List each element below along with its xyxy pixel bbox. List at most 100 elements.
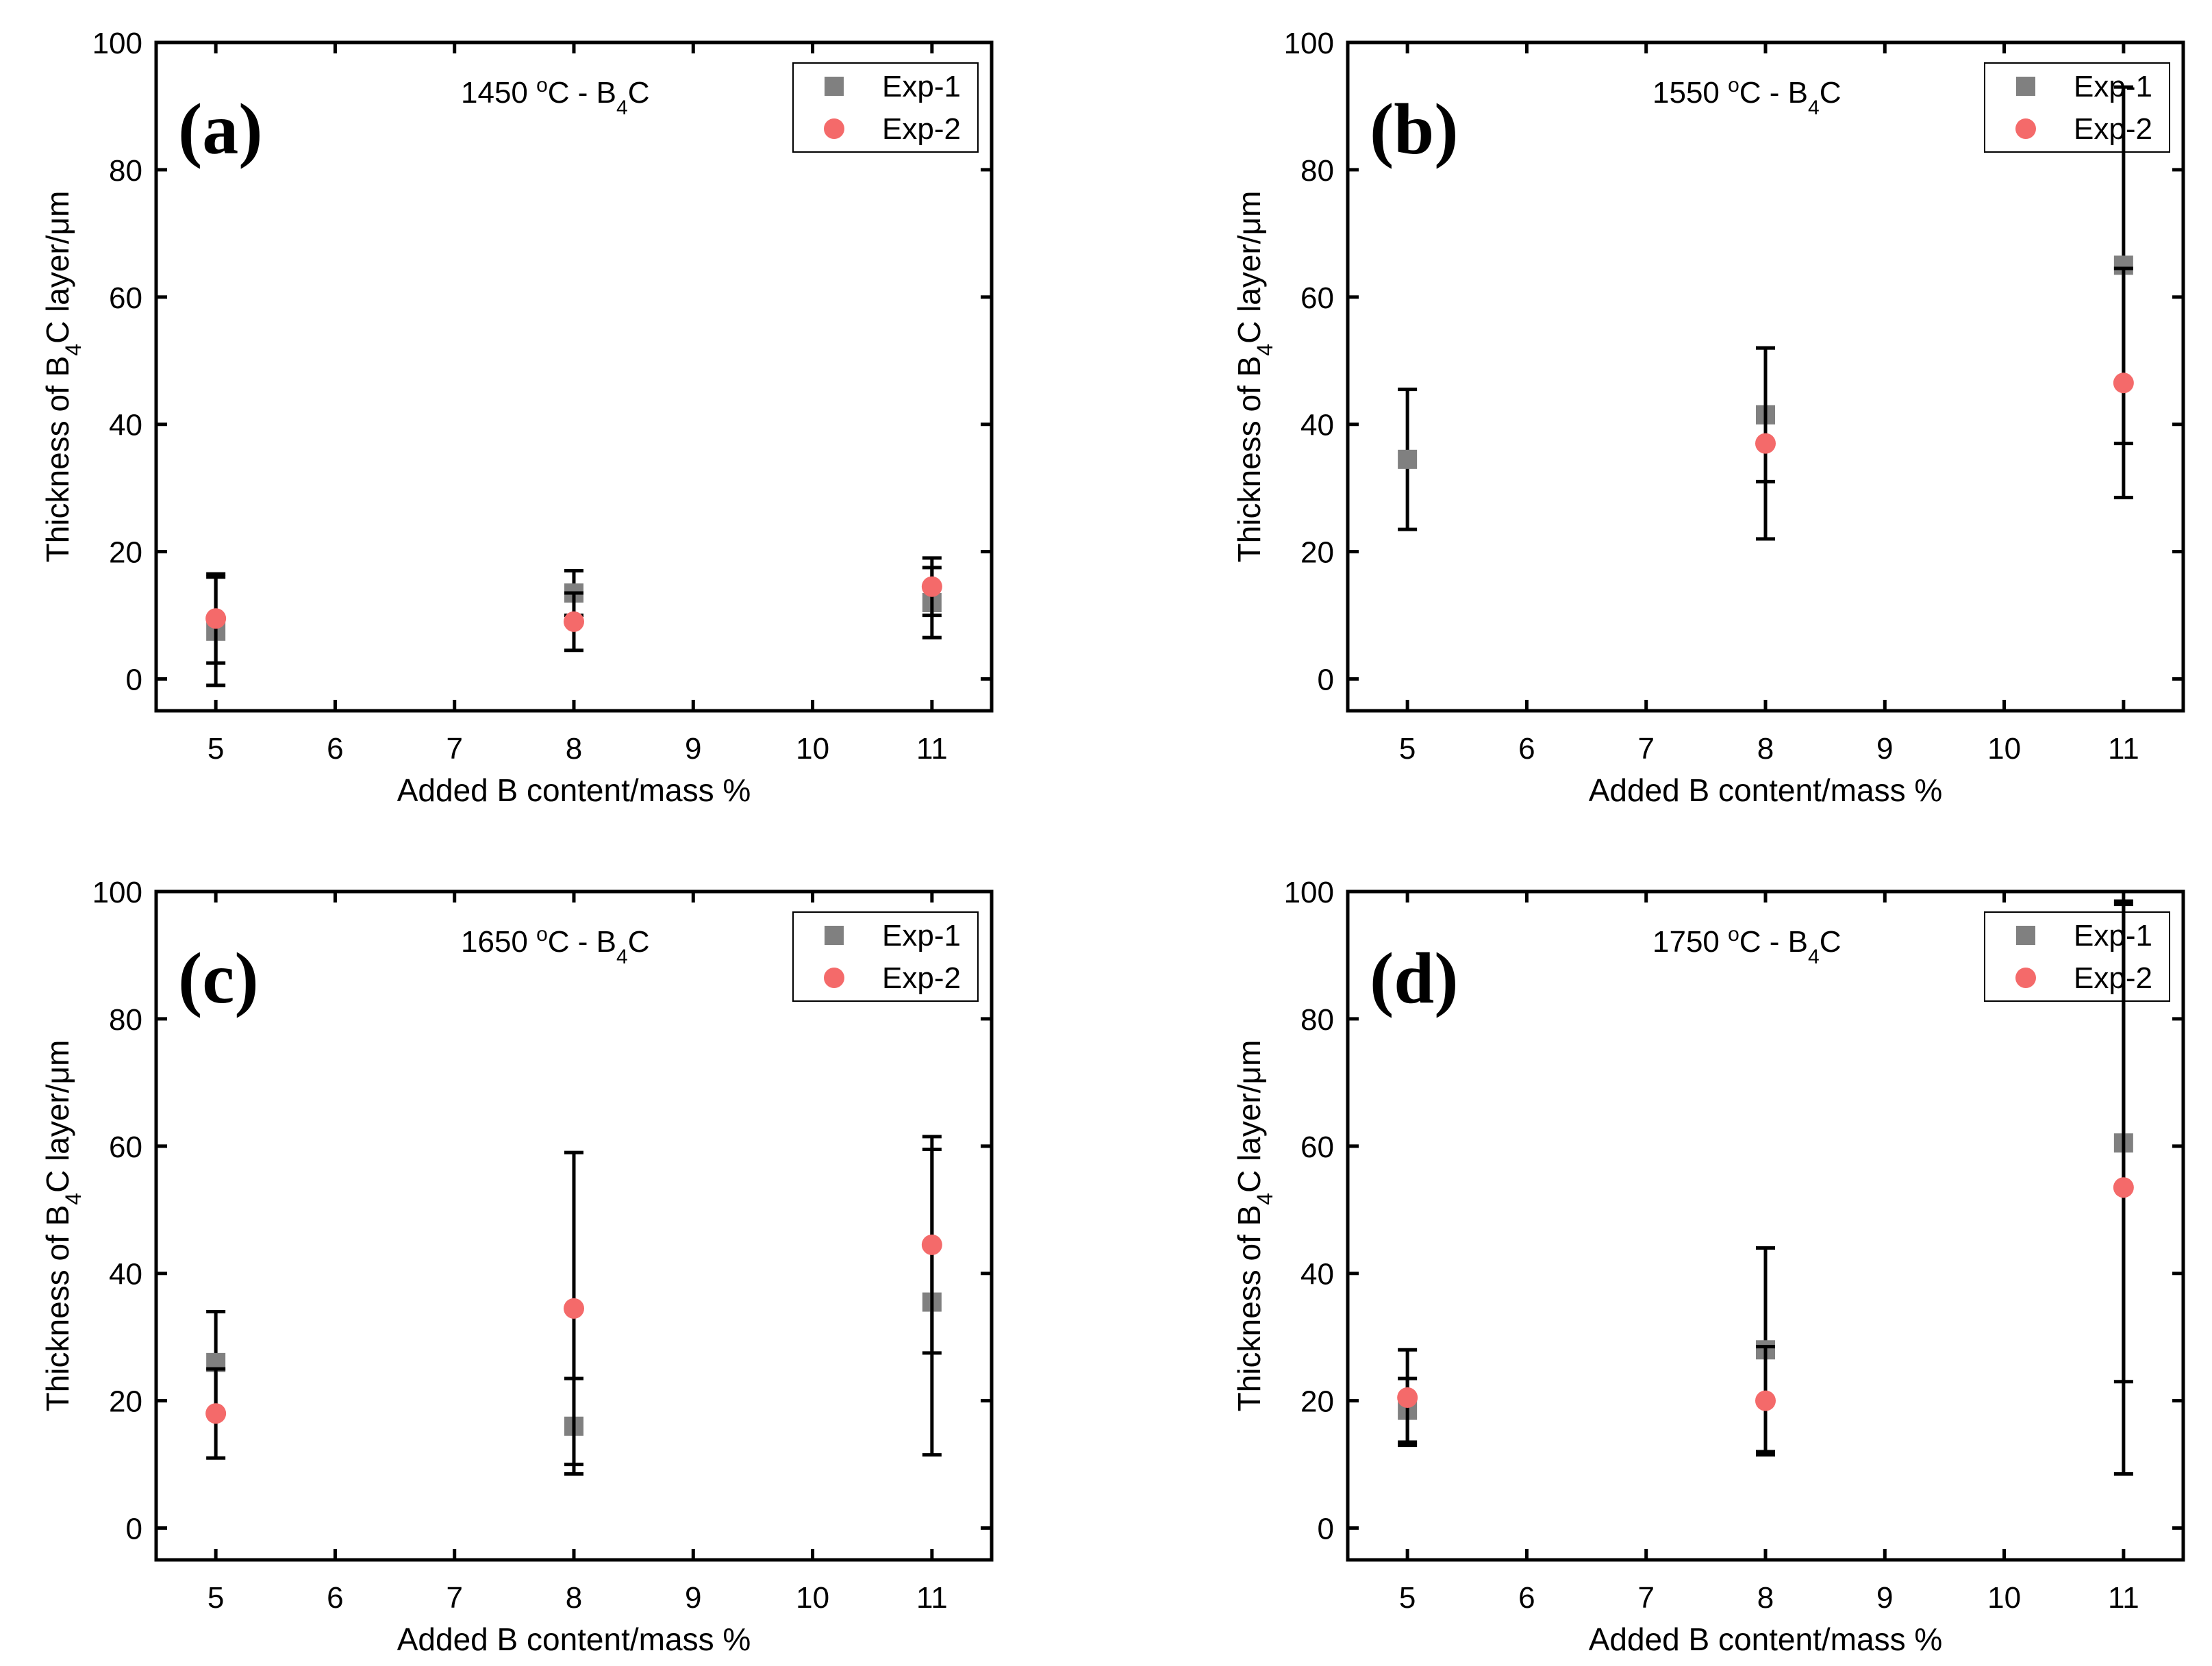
legend-box [792, 62, 979, 153]
x-tick-label: 10 [1987, 1581, 2021, 1615]
y-tick-label: 60 [1300, 1131, 1334, 1164]
chart-panel-c: 5 6 7 8 9 10 11 0 20 40 60 80 100 Added B content/mas… [40, 876, 994, 1657]
legend: Exp-1 Exp-2 [792, 911, 979, 1002]
legend-marker-square [825, 926, 844, 945]
y-tick-label: 60 [109, 1131, 142, 1164]
y-tick-label: 80 [1300, 1003, 1334, 1037]
chart-title-temp: 1450 [461, 76, 536, 110]
y-tick-label: 80 [109, 1003, 142, 1037]
legend: Exp-1 Exp-2 [1984, 62, 2170, 153]
x-tick-label: 9 [685, 732, 701, 766]
y-axis-label-prefix: Thickness of B [40, 356, 75, 563]
y-tick-label: 80 [109, 154, 142, 188]
y-tick-label: 80 [1300, 154, 1334, 188]
y-axis-label-suffix: C layer/μm [1231, 191, 1267, 344]
y-tick-label: 20 [109, 1385, 142, 1419]
y-tick-label: 20 [109, 536, 142, 570]
x-tick-label: 11 [916, 732, 948, 766]
chart-title: 1650 oC - B4C [461, 923, 650, 968]
x-tick-label: 7 [1637, 1581, 1654, 1615]
chart-title-mid: C - B [548, 76, 616, 110]
y-axis-label-prefix: Thickness of B [1231, 356, 1267, 563]
y-tick-label: 100 [1284, 27, 1334, 60]
legend-label: Exp-2 [2074, 961, 2152, 995]
y-axis-label: Thickness of B4C layer/μm [40, 191, 86, 563]
x-tick-label: 5 [1399, 1581, 1416, 1615]
panel-label: (b) [1370, 89, 1459, 169]
series-exp-2 [1397, 899, 2134, 1476]
data-point-circle [1755, 433, 1776, 454]
x-tick-label: 8 [566, 1581, 582, 1615]
y-tick-label: 100 [92, 27, 142, 60]
chart-title-degree: o [1728, 74, 1739, 97]
chart-title-subscript: 4 [1808, 946, 1820, 968]
x-tick-label: 7 [446, 732, 462, 766]
y-tick-label: 100 [92, 876, 142, 909]
chart-title-mid: C - B [1739, 76, 1808, 110]
y-tick-label: 40 [109, 409, 142, 442]
y-tick-label: 60 [1300, 281, 1334, 315]
legend-box [792, 911, 979, 1002]
panel-label: (a) [178, 89, 263, 169]
x-tick-label: 6 [327, 732, 343, 766]
chart-title-mid: C - B [1739, 925, 1808, 959]
legend-label: Exp-2 [882, 961, 961, 995]
x-tick-label: 10 [796, 732, 829, 766]
chart-title-temp: 1550 [1652, 76, 1728, 110]
x-tick-label: 6 [1518, 1581, 1535, 1615]
x-tick-label: 6 [1518, 732, 1535, 766]
data-point-circle [2113, 373, 2134, 394]
chart-title-temp: 1650 [461, 925, 536, 959]
data-point-circle [1397, 1387, 1418, 1408]
x-tick-label: 9 [685, 1581, 701, 1615]
chart-title-degree: o [536, 74, 548, 97]
legend: Exp-1 Exp-2 [792, 62, 979, 153]
x-tick-label: 11 [916, 1581, 948, 1615]
legend-marker-square [2016, 77, 2035, 96]
chart-title-subscript: 4 [1808, 97, 1820, 119]
chart-title-suffix: C [628, 76, 650, 110]
chart-title-subscript: 4 [616, 946, 628, 968]
data-point-circle [205, 608, 227, 629]
x-tick-label: 7 [1637, 732, 1654, 766]
series-exp-2 [1755, 266, 2134, 541]
y-tick-label: 0 [1318, 664, 1334, 697]
x-axis-label: Added B content/mass % [397, 772, 751, 808]
legend-marker-square [825, 77, 844, 96]
y-axis-label-subscript: 4 [1253, 344, 1277, 356]
chart-panel-a: 5 6 7 8 9 10 11 0 20 40 60 80 100 Added B content/mas… [40, 27, 994, 808]
legend-marker-circle [824, 118, 844, 139]
y-axis-label-prefix: Thickness of B [40, 1205, 75, 1412]
chart-title: 1450 oC - B4C [461, 74, 650, 119]
chart-title-suffix: C [1820, 925, 1842, 959]
y-axis-label-subscript: 4 [1253, 1193, 1277, 1205]
legend-label: Exp-2 [2074, 112, 2152, 146]
y-tick-label: 100 [1284, 876, 1334, 909]
chart-panel-d: 5 6 7 8 9 10 11 0 20 40 60 80 100 Added B content/mas… [1231, 876, 2185, 1657]
data-point-circle [921, 1234, 942, 1255]
x-axis-label: Added B content/mass % [1589, 1621, 1943, 1657]
y-tick-label: 20 [1300, 1385, 1334, 1419]
y-axis-label: Thickness of B4C layer/μm [1231, 191, 1277, 563]
legend-marker-circle [824, 968, 844, 988]
x-tick-label: 10 [1987, 732, 2021, 766]
data-point-square [1398, 449, 1418, 469]
chart-title-suffix: C [628, 925, 650, 959]
x-tick-label: 5 [208, 1581, 224, 1615]
x-tick-label: 10 [796, 1581, 829, 1615]
x-tick-label: 7 [446, 1581, 462, 1615]
x-axis-label: Added B content/mass % [397, 1621, 751, 1657]
chart-title-degree: o [536, 923, 548, 946]
data-point-circle [1755, 1390, 1776, 1411]
chart-title-mid: C - B [548, 925, 616, 959]
x-tick-label: 6 [327, 1581, 343, 1615]
y-axis-label: Thickness of B4C layer/μm [40, 1040, 86, 1412]
legend-label: Exp-2 [882, 112, 961, 146]
y-axis-label-subscript: 4 [61, 1193, 86, 1205]
y-tick-label: 60 [109, 281, 142, 315]
data-point-circle [2113, 1177, 2134, 1198]
data-point-circle [564, 1298, 584, 1319]
y-axis-label-suffix: C layer/μm [1231, 1040, 1267, 1193]
chart-title-degree: o [1728, 923, 1739, 946]
